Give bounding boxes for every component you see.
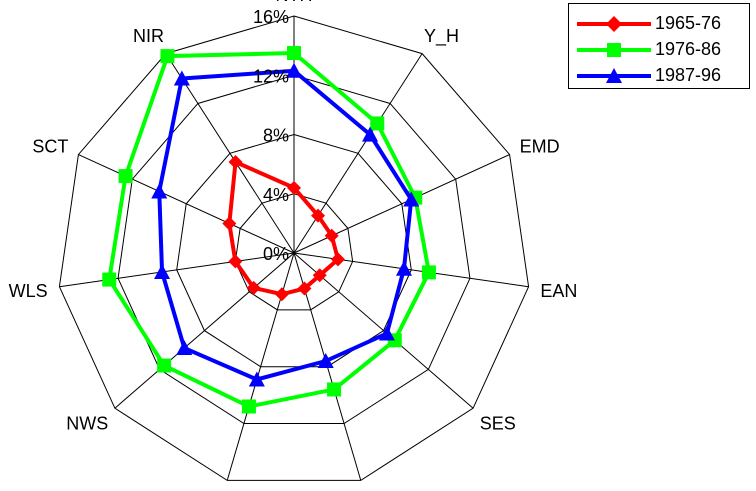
category-labels: NTHY_HEMDEANSESSWSWMDNWSWLSSCTNIR xyxy=(9,0,578,434)
data-point xyxy=(330,252,345,267)
data-point xyxy=(311,208,326,223)
data-point xyxy=(274,287,289,302)
series-line xyxy=(157,68,414,382)
legend-item-1965-76: 1965-76 xyxy=(569,11,749,37)
legend-item-1976-86: 1976-86 xyxy=(569,37,749,63)
radar-grid xyxy=(58,15,530,481)
grid-ring xyxy=(117,74,471,425)
tick-label: 4% xyxy=(263,185,289,205)
tick-label: 16% xyxy=(253,7,289,27)
grid-spoke xyxy=(114,252,295,409)
category-label: SCT xyxy=(32,136,68,156)
data-point xyxy=(176,340,193,356)
series-1965-76 xyxy=(222,155,345,302)
grid-spoke xyxy=(293,252,529,288)
data-point xyxy=(228,155,243,170)
data-point xyxy=(157,358,172,373)
data-point xyxy=(362,126,379,142)
data-point xyxy=(370,116,385,131)
data-point xyxy=(324,228,339,243)
data-point xyxy=(151,183,168,199)
data-point xyxy=(246,280,261,295)
radial-tick-labels: 0% 4% 8% 12% 16% xyxy=(253,7,289,264)
grid-spoke xyxy=(293,53,423,254)
data-point xyxy=(287,46,301,61)
data-point xyxy=(286,62,302,78)
category-label: Y_H xyxy=(424,26,459,47)
data-point xyxy=(102,272,117,287)
data-point xyxy=(378,325,395,341)
data-point xyxy=(312,268,327,283)
series-1976-86 xyxy=(102,46,436,414)
legend-marker-diamond xyxy=(577,16,651,32)
series-1987-96 xyxy=(151,62,420,387)
data-point xyxy=(287,180,301,195)
data-point xyxy=(154,263,171,279)
grid-ring xyxy=(176,133,412,368)
tick-label: 8% xyxy=(263,126,289,146)
data-point xyxy=(173,70,190,86)
category-label: NWS xyxy=(66,414,108,434)
data-point xyxy=(222,216,237,231)
data-point xyxy=(118,169,133,184)
grid-spoke xyxy=(165,53,295,254)
legend-label: 1976-86 xyxy=(655,39,722,59)
data-point xyxy=(241,399,256,414)
category-label: WLS xyxy=(9,281,48,301)
legend: 1965-76 1976-86 1987-96 xyxy=(568,3,750,89)
grid-spoke xyxy=(59,252,295,288)
radar-series xyxy=(102,46,436,414)
grid-spoke xyxy=(78,154,295,254)
data-point xyxy=(297,281,312,296)
data-point xyxy=(421,265,436,280)
data-point xyxy=(395,260,412,276)
legend-label: 1965-76 xyxy=(655,13,722,33)
category-label: NIR xyxy=(133,26,164,46)
data-point xyxy=(317,353,334,369)
grid-spoke xyxy=(293,252,474,409)
category-label: NTH xyxy=(276,0,313,5)
category-label: EAN xyxy=(540,281,577,301)
legend-item-1987-96: 1987-96 xyxy=(569,63,749,89)
grid-ring xyxy=(58,15,530,481)
legend-label: 1987-96 xyxy=(655,65,722,85)
series-line xyxy=(107,51,431,409)
data-point xyxy=(228,254,243,269)
data-point xyxy=(248,371,265,387)
tick-label: 0% xyxy=(263,244,289,264)
data-point xyxy=(160,49,175,64)
category-label: SES xyxy=(480,414,516,434)
data-point xyxy=(327,382,342,397)
legend-marker-triangle xyxy=(577,68,651,83)
data-point xyxy=(403,191,420,207)
legend-marker-square xyxy=(577,43,651,57)
tick-label: 12% xyxy=(253,66,289,86)
grid-ring xyxy=(234,193,354,311)
category-label: EMD xyxy=(520,136,560,156)
